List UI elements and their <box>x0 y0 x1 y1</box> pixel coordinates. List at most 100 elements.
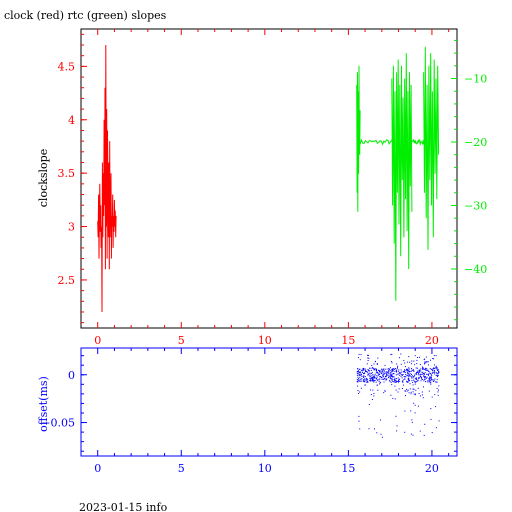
offset-point <box>376 370 378 372</box>
offset-point <box>430 359 431 361</box>
offset-point <box>431 374 433 376</box>
offset-point <box>437 373 439 375</box>
offset-point <box>394 377 396 379</box>
offset-point <box>421 374 423 375</box>
offset-point <box>373 380 375 382</box>
offset-point <box>404 366 406 368</box>
offset-point <box>420 368 422 370</box>
offset-point <box>358 420 360 422</box>
offset-point <box>386 373 388 375</box>
offset-point <box>356 371 358 373</box>
offset-point <box>396 370 398 372</box>
offset-point <box>429 382 431 384</box>
footer-text: 2023-01-15 info <box>79 501 168 512</box>
offset-point <box>423 359 425 361</box>
offset-point <box>412 381 414 383</box>
offset-point <box>431 368 433 370</box>
offset-point <box>416 372 417 374</box>
offset-point <box>404 376 406 378</box>
rtc-slope-segment <box>359 138 393 146</box>
offset-point <box>374 379 376 381</box>
offset-point <box>383 378 385 380</box>
offset-point <box>435 365 437 367</box>
offset-point <box>421 378 423 380</box>
offset-point <box>376 384 378 386</box>
offset-point <box>414 373 416 375</box>
offset-point <box>371 372 373 374</box>
offset-point <box>403 376 405 378</box>
offset-point <box>397 373 399 375</box>
offset-point <box>397 366 398 368</box>
offset-point <box>408 370 410 372</box>
offset-point <box>400 363 402 365</box>
offset-point <box>437 376 439 378</box>
offset-point <box>392 373 394 375</box>
offset-point <box>424 373 425 375</box>
offset-point <box>428 390 430 392</box>
offset-point <box>423 373 425 375</box>
offset-point <box>435 366 437 368</box>
offset-point <box>429 380 431 382</box>
offset-point <box>414 374 416 376</box>
offset-point <box>373 393 375 394</box>
offset-point <box>418 393 420 394</box>
offset-point <box>412 388 414 390</box>
offset-point <box>421 366 423 368</box>
offset-point <box>380 377 382 378</box>
offset-point <box>360 372 361 374</box>
offset-point <box>402 379 404 381</box>
offset-point <box>406 388 408 390</box>
offset-point <box>361 370 363 372</box>
offset-point <box>401 377 403 379</box>
offset-point <box>428 378 430 380</box>
offset-point <box>357 370 359 372</box>
clock-slope-series <box>97 44 117 313</box>
chart-title: clock (red) rtc (green) slopes <box>4 9 167 22</box>
offset-point <box>420 380 422 382</box>
offset-point <box>377 372 379 374</box>
offset-point <box>390 361 392 362</box>
offset-point <box>417 372 419 374</box>
offset-point <box>383 381 385 383</box>
offset-point <box>381 436 383 438</box>
offset-point <box>388 368 390 370</box>
offset-point <box>424 362 426 364</box>
offset-point <box>359 379 361 381</box>
offset-axis-label: offset(ms) <box>37 376 50 432</box>
offset-point <box>388 377 389 379</box>
offset-tick-label: 0 <box>68 369 75 382</box>
offset-point <box>411 380 413 382</box>
offset-point <box>385 378 387 380</box>
offset-point <box>426 376 428 378</box>
offset-point <box>418 377 420 379</box>
offset-point <box>410 410 412 412</box>
offset-point <box>397 377 399 379</box>
offset-point <box>428 376 430 378</box>
offset-point <box>391 379 393 381</box>
left-tick-label: 4.5 <box>58 60 76 73</box>
offset-point <box>386 372 388 374</box>
offset-point <box>376 376 378 378</box>
offset-point <box>395 374 397 376</box>
offset-point <box>438 371 440 373</box>
offset-point <box>408 374 410 376</box>
offset-point <box>389 374 391 376</box>
offset-point <box>360 373 362 375</box>
offset-point <box>421 391 423 393</box>
offset-point <box>370 380 372 382</box>
offset-point <box>392 376 394 378</box>
offset-point <box>383 368 385 370</box>
offset-point <box>386 374 388 376</box>
offset-point <box>419 377 420 379</box>
offset-point <box>407 389 409 391</box>
offset-point <box>396 363 398 365</box>
offset-point <box>391 377 393 379</box>
offset-point <box>395 379 397 381</box>
top-x-axis: 0 5 10 15 20 <box>94 29 450 347</box>
offset-point <box>432 379 434 381</box>
offset-point <box>422 379 424 380</box>
offset-point <box>361 375 363 377</box>
offset-point <box>414 380 416 382</box>
offset-point <box>397 365 399 367</box>
offset-point <box>412 370 414 372</box>
